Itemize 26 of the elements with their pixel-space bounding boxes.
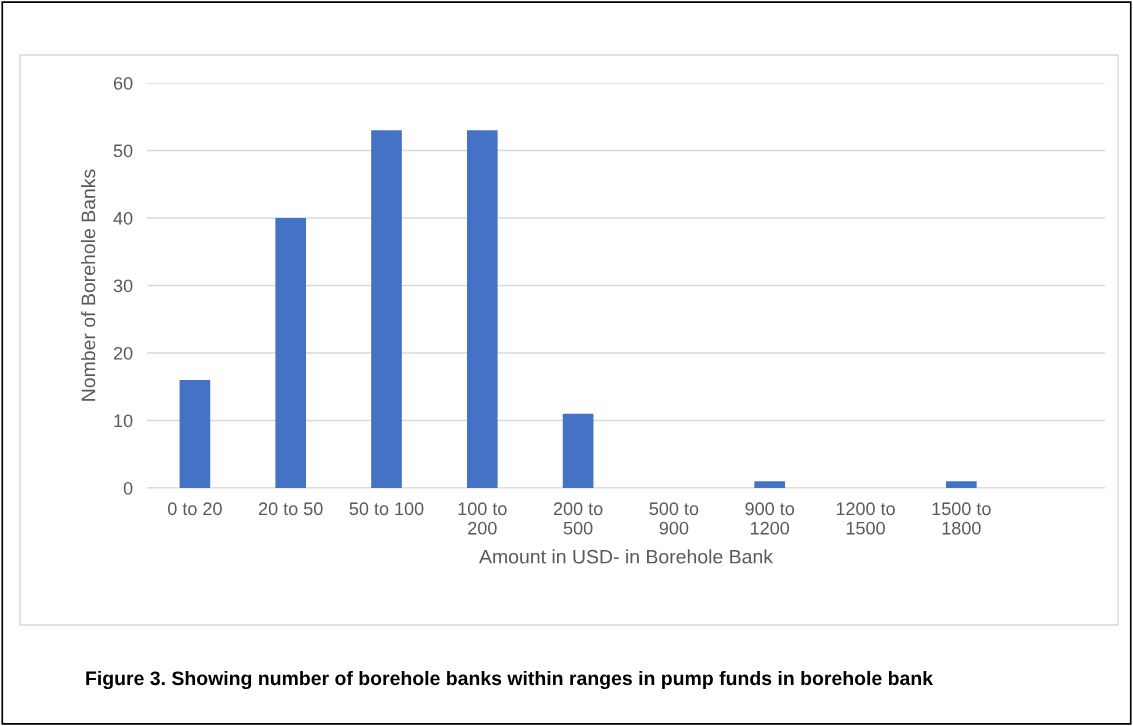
y-tick-label: 50 (113, 144, 133, 158)
x-tick-label: 1500 to 1800 (932, 502, 991, 535)
y-tick-label: 0 (123, 481, 133, 495)
x-tick-label: 0 to 20 (168, 502, 222, 516)
y-axis-title: Nomber of Borehole Banks (81, 169, 96, 401)
x-tick-label: 200 to 500 (553, 502, 603, 535)
y-tick-label: 40 (113, 211, 133, 225)
y-tick-label: 10 (114, 414, 133, 428)
x-axis-title: Amount in USD- in Borehole Bank (479, 549, 774, 564)
bar (562, 413, 594, 488)
x-tick-label: 50 to 100 (349, 502, 424, 516)
bar (754, 481, 786, 488)
bar (371, 130, 402, 488)
x-tick-label: 1200 to 1500 (836, 502, 895, 535)
y-tick-label: 30 (113, 279, 133, 293)
bar (275, 218, 307, 488)
x-tick-label: 900 to 1200 (745, 502, 795, 535)
y-tick-label: 20 (113, 346, 133, 360)
bar (179, 380, 211, 488)
bar (945, 481, 977, 488)
x-tick-label: 500 to 900 (649, 502, 699, 535)
x-tick-label: 100 to 200 (458, 502, 507, 535)
caption: Figure 3. Showing number of borehole banks within ranges in pump funds in borehole bank (86, 670, 934, 690)
x-tick-label: 20 to 50 (258, 502, 323, 516)
y-tick-label: 60 (113, 76, 133, 90)
bar (466, 130, 498, 488)
